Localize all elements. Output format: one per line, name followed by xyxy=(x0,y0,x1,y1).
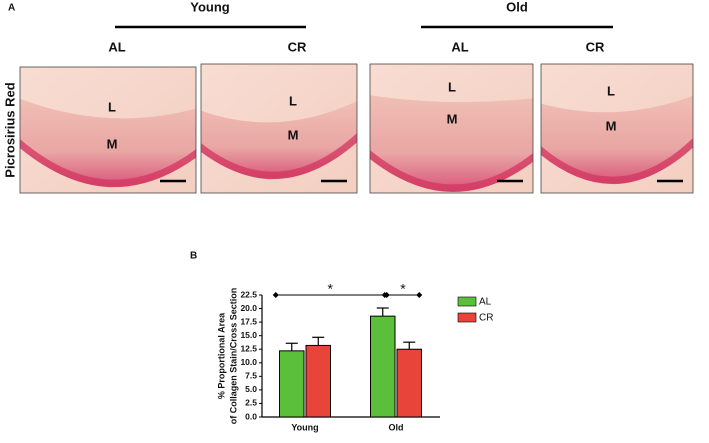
frame xyxy=(369,63,534,194)
y-tick-label: 12.5 xyxy=(240,343,257,353)
tissue xyxy=(541,64,693,193)
frame xyxy=(19,66,197,194)
y-axis-label: % Proportional Area xyxy=(216,312,226,399)
tissue xyxy=(201,64,357,193)
tissue xyxy=(20,67,196,193)
bar xyxy=(279,350,305,418)
significance-end xyxy=(272,292,279,298)
y-tick-label: 17.5 xyxy=(240,316,257,326)
y-tick-label: 15.0 xyxy=(240,330,257,340)
y-tick-label: 5.0 xyxy=(245,384,257,394)
column-label: AL xyxy=(451,39,468,54)
lumen-label: L xyxy=(289,93,297,108)
frame xyxy=(540,63,694,194)
y-tick-label: 0.0 xyxy=(245,411,257,421)
x-tick-label: Old xyxy=(389,422,404,432)
legend-label: AL xyxy=(479,297,492,308)
micrographs: AL L M CR L M AL L M CR L M xyxy=(19,39,694,194)
significance-end xyxy=(416,292,423,298)
significance-label: * xyxy=(400,281,406,297)
bar xyxy=(370,315,396,418)
y-tick-label: 22.5 xyxy=(240,289,257,299)
lumen-label: L xyxy=(448,79,456,94)
column-label: CR xyxy=(288,39,307,54)
y-axis-label: of Collagen Stain/Cross Section xyxy=(228,288,238,425)
micrograph xyxy=(369,63,534,194)
lumen-label: L xyxy=(607,83,615,98)
micrograph xyxy=(19,66,197,194)
vessel-wall xyxy=(541,95,693,184)
vessel-wall xyxy=(20,98,196,188)
bar xyxy=(305,344,331,418)
y-tick-label: 10.0 xyxy=(240,357,257,367)
significance-end xyxy=(383,292,390,298)
adventitia xyxy=(20,139,196,187)
legend-label: CR xyxy=(479,313,493,324)
micrograph xyxy=(540,63,694,194)
vessel-wall xyxy=(370,95,533,192)
y-tick-label: 7.5 xyxy=(245,371,257,381)
media-label: M xyxy=(288,127,299,142)
x-tick-label: Young xyxy=(291,422,318,432)
tissue xyxy=(370,64,533,193)
frame xyxy=(200,63,358,194)
legend-swatch xyxy=(457,312,477,323)
stain-label: Picrosirius Red xyxy=(2,82,17,177)
panel-label: A xyxy=(8,3,15,14)
group-label: Young xyxy=(190,0,230,14)
legend-swatch xyxy=(457,296,477,307)
vessel-wall xyxy=(201,100,357,180)
bar-chart: 0.0 2.5 5.0 7.5 10.0 12.5 15.0 17.5 20.0 22.5 % Pr… xyxy=(216,281,493,433)
adventitia xyxy=(201,133,357,179)
y-tick-label: 2.5 xyxy=(245,398,257,408)
media-label: M xyxy=(606,118,617,133)
column-label: CR xyxy=(586,39,605,54)
lumen-label: L xyxy=(108,99,116,114)
adventitia xyxy=(541,138,693,184)
micrograph xyxy=(200,63,358,194)
media-label: M xyxy=(107,136,118,151)
media-label: M xyxy=(447,111,458,126)
bar xyxy=(396,348,422,418)
significance-label: * xyxy=(328,281,334,297)
column-label: AL xyxy=(108,39,125,54)
group-label: Old xyxy=(506,0,528,14)
y-tick-label: 20.0 xyxy=(240,303,257,313)
panel-label: B xyxy=(190,251,197,262)
adventitia xyxy=(370,150,533,192)
